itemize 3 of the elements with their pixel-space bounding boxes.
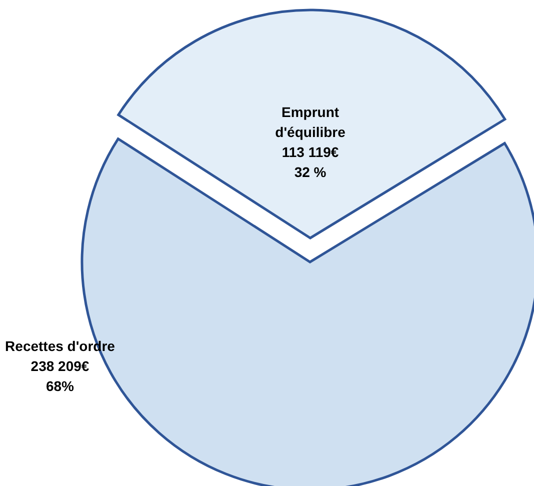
slice-label: Emprunt d'équilibre: [275, 104, 346, 140]
data-label: 113 119€ 32 %: [282, 144, 339, 180]
data-label: 238 209€ 68%: [30, 358, 90, 394]
